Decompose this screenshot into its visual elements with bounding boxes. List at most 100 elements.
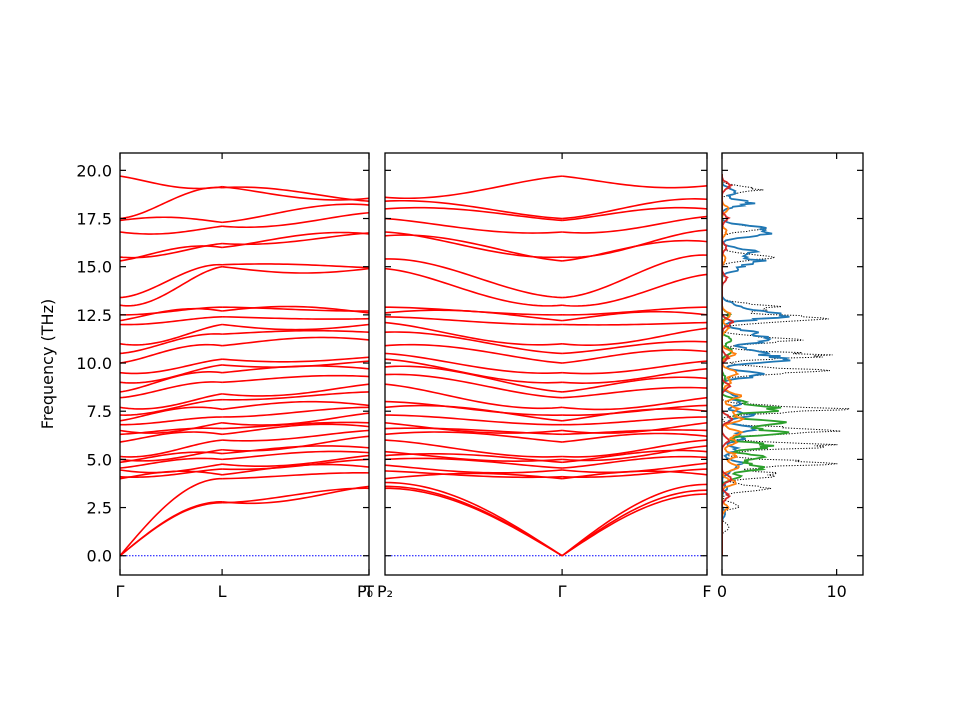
left-xpath-gamma-label: Γ xyxy=(116,582,125,601)
dos-xtick-label-1: 10 xyxy=(826,582,846,601)
left-axes-frame xyxy=(119,152,370,576)
middle-band-1-15 xyxy=(562,404,707,416)
middle-band-0-10 xyxy=(385,431,563,443)
left-band-1-11 xyxy=(222,421,369,430)
left-band-1-32 xyxy=(222,203,369,224)
left-band-0-27 xyxy=(120,265,223,307)
middle-band-1-29 xyxy=(562,239,707,262)
left-band-1-5 xyxy=(222,454,369,467)
middle-axes-frame xyxy=(384,152,708,576)
band-structure-middle-panel: P₀ P₂ Γ F xyxy=(357,152,712,601)
left-band-1-15 xyxy=(222,391,369,401)
middle-band-1-26 xyxy=(562,306,707,316)
left-band-1-21 xyxy=(222,336,369,347)
left-band-0-0 xyxy=(120,501,223,557)
middle-xpath-f-label: F xyxy=(702,582,711,601)
left-xpath-t-label: T xyxy=(363,582,374,601)
left-band-1-12 xyxy=(222,412,369,426)
left-band-0-5 xyxy=(120,463,223,474)
left-band-0-30 xyxy=(120,242,223,259)
left-band-1-13 xyxy=(222,406,369,418)
middle-band-0-19 xyxy=(385,358,563,384)
left-band-0-15 xyxy=(120,398,223,416)
middle-band-0-16 xyxy=(385,383,563,410)
middle-band-0-0 xyxy=(385,487,563,557)
left-band-0-6 xyxy=(120,457,223,469)
middle-band-1-22 xyxy=(562,340,707,355)
middle-band-0-1 xyxy=(385,485,563,557)
middle-band-0-22 xyxy=(385,331,563,355)
middle-band-0-23 xyxy=(385,321,563,346)
middle-band-1-21 xyxy=(562,349,707,364)
middle-band-1-0 xyxy=(561,493,707,557)
middle-band-1-31 xyxy=(562,215,707,234)
left-xpath-l-label: L xyxy=(218,582,227,601)
dos-xtick-label-0: 0 xyxy=(717,582,727,601)
middle-band-1-7 xyxy=(562,449,707,464)
dos-axes-frame xyxy=(721,152,864,576)
band-lines-middle xyxy=(385,175,707,557)
middle-band-0-30 xyxy=(385,231,563,259)
middle-band-1-12 xyxy=(562,421,707,434)
left-band-1-20 xyxy=(222,356,369,363)
density-of-states-panel: 0 10 xyxy=(717,152,864,601)
left-band-1-26 xyxy=(222,306,369,312)
ytick-label-4: 10.0 xyxy=(76,354,112,373)
middle-band-0-8 xyxy=(385,450,563,462)
middle-band-1-5 xyxy=(562,462,707,474)
left-band-1-24 xyxy=(222,315,369,320)
left-band-0-8 xyxy=(120,448,223,462)
left-band-0-17 xyxy=(120,381,223,399)
left-band-1-25 xyxy=(221,305,369,314)
left-band-1-1 xyxy=(222,485,369,505)
ytick-label-0: 0.0 xyxy=(87,547,112,566)
left-band-1-31 xyxy=(222,211,369,229)
middle-band-0-34 xyxy=(385,175,563,200)
dos-axis-ticks: 0 10 xyxy=(717,153,863,601)
left-band-0-26 xyxy=(120,306,223,316)
left-band-1-19 xyxy=(222,360,369,368)
middle-band-1-32 xyxy=(562,206,707,222)
band-structure-left-panel: 0.0 2.5 5.0 7.5 10.0 12.5 15.0 17.5 20.0 Γ L T Freq… xyxy=(38,152,374,601)
left-band-0-34 xyxy=(120,175,223,190)
middle-band-0-31 xyxy=(385,217,563,234)
left-band-1-0 xyxy=(222,487,369,504)
left-band-0-19 xyxy=(120,364,223,384)
left-band-1-14 xyxy=(221,400,369,411)
left-band-1-8 xyxy=(222,435,369,452)
left-band-1-23 xyxy=(222,323,369,331)
ytick-label-6: 15.0 xyxy=(76,258,112,277)
left-axis-ticks: 0.0 2.5 5.0 7.5 10.0 12.5 15.0 17.5 20.0 Γ L T xyxy=(76,153,374,601)
left-band-0-4 xyxy=(120,468,223,478)
middle-band-1-18 xyxy=(562,376,707,393)
left-band-0-21 xyxy=(120,343,223,364)
middle-band-0-24 xyxy=(385,315,563,326)
left-band-1-22 xyxy=(222,329,369,335)
left-band-0-10 xyxy=(120,431,223,443)
band-lines-left xyxy=(120,175,369,557)
middle-band-0-28 xyxy=(385,258,563,299)
middle-band-0-3 xyxy=(385,472,563,480)
left-band-1-4 xyxy=(222,458,369,471)
middle-xpath-p0-label: P₀ xyxy=(357,582,373,601)
middle-band-1-4 xyxy=(562,468,707,478)
middle-band-0-12 xyxy=(385,421,563,434)
middle-band-1-1 xyxy=(561,489,707,557)
left-band-0-22 xyxy=(120,333,223,355)
left-band-0-32 xyxy=(120,216,223,224)
left-band-1-6 xyxy=(222,450,369,461)
middle-axis-ticks: P₀ P₂ Γ F xyxy=(357,153,712,601)
left-band-0-20 xyxy=(120,358,223,375)
middle-band-0-9 xyxy=(385,439,563,458)
left-band-1-33 xyxy=(222,186,369,202)
y-axis-label: Frequency (THz) xyxy=(38,299,57,429)
left-band-0-28 xyxy=(120,263,223,299)
middle-band-1-34 xyxy=(562,175,707,189)
middle-band-0-21 xyxy=(385,343,563,364)
middle-band-0-15 xyxy=(385,400,563,416)
middle-band-1-24 xyxy=(562,321,707,326)
middle-band-0-13 xyxy=(385,414,563,426)
middle-band-0-20 xyxy=(385,352,563,375)
middle-band-0-5 xyxy=(385,464,563,474)
